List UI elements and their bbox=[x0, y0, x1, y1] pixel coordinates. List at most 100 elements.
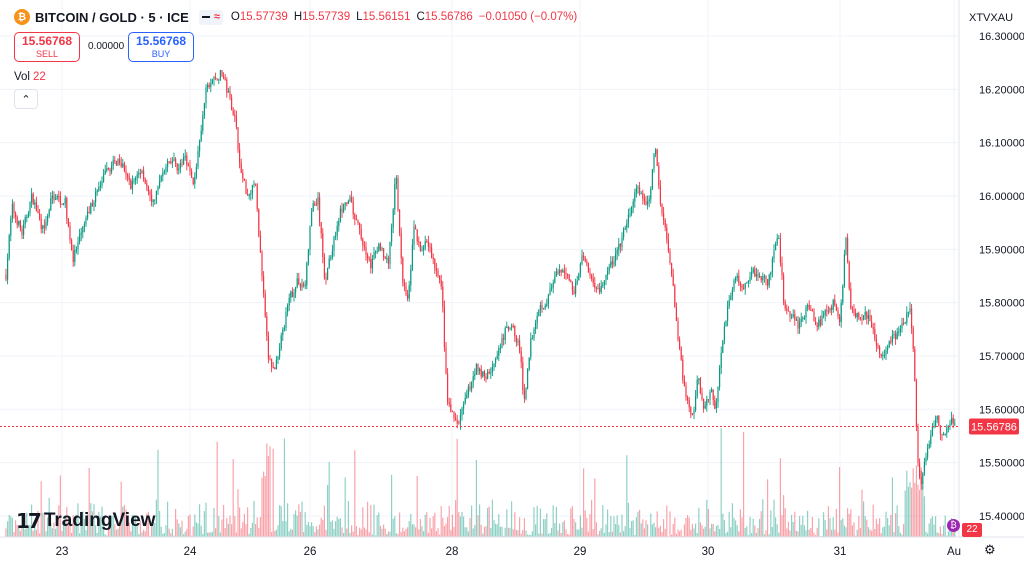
candle-body bbox=[733, 280, 735, 290]
candle-body bbox=[704, 405, 706, 409]
volume-bar bbox=[189, 514, 191, 537]
volume-bar bbox=[578, 529, 580, 537]
buy-button[interactable]: 15.56768 BUY bbox=[128, 32, 194, 62]
candle-body bbox=[181, 163, 183, 165]
volume-bar bbox=[418, 529, 420, 537]
candle-body bbox=[935, 419, 937, 427]
candle-body bbox=[938, 415, 940, 426]
candle-body bbox=[139, 172, 141, 174]
volume-bar bbox=[55, 528, 57, 537]
indicator-toggle[interactable]: ≈ bbox=[198, 9, 223, 25]
volume-bar bbox=[890, 514, 892, 537]
volume-bar bbox=[837, 532, 839, 537]
candle-body bbox=[639, 187, 641, 194]
volume-bar bbox=[299, 511, 301, 537]
symbol-title[interactable]: BITCOIN / GOLD · 5 · ICE bbox=[35, 9, 189, 25]
volume-bar bbox=[675, 533, 677, 537]
volume-bar bbox=[64, 515, 66, 537]
candle-body bbox=[779, 238, 781, 263]
volume-bar bbox=[384, 528, 386, 537]
volume-bar bbox=[397, 533, 399, 537]
candle-body bbox=[775, 244, 777, 251]
volume-bar bbox=[23, 523, 25, 537]
volume-bar bbox=[325, 529, 327, 537]
sell-button[interactable]: 15.56768 SELL bbox=[14, 32, 80, 62]
collapse-legend-button[interactable]: ⌃ bbox=[14, 89, 38, 109]
volume-bar bbox=[368, 532, 370, 537]
candle-body bbox=[763, 276, 765, 278]
candle-body bbox=[611, 261, 613, 265]
candle-body bbox=[391, 227, 393, 243]
candle-body bbox=[749, 276, 751, 282]
volume-bar bbox=[568, 534, 570, 537]
volume-bar bbox=[498, 514, 500, 537]
volume-bar bbox=[549, 532, 551, 537]
candle-body bbox=[757, 274, 759, 277]
chart-header: ₿ BITCOIN / GOLD · 5 · ICE ≈ O15.57739 H… bbox=[14, 8, 577, 26]
candle-body bbox=[663, 212, 665, 221]
candle-body bbox=[491, 366, 493, 373]
volume-bar bbox=[344, 477, 346, 537]
volume-bar bbox=[674, 517, 676, 537]
candle-body bbox=[123, 163, 125, 171]
candle-body bbox=[848, 261, 850, 289]
candle-body bbox=[589, 272, 591, 276]
volume-bar bbox=[466, 527, 468, 537]
candle-body bbox=[211, 79, 213, 84]
volume-bar bbox=[629, 527, 631, 537]
candle-body bbox=[205, 87, 207, 103]
volume-bar bbox=[187, 515, 189, 537]
candle-body bbox=[203, 102, 205, 116]
volume-bar bbox=[381, 528, 383, 537]
candle-body bbox=[672, 274, 674, 286]
volume-bar bbox=[703, 528, 705, 537]
volume-bar bbox=[293, 514, 295, 537]
volume-bar bbox=[767, 479, 769, 537]
candle-body bbox=[296, 278, 298, 288]
candle-body bbox=[122, 163, 124, 167]
candle-body bbox=[160, 176, 162, 181]
volume-bar bbox=[365, 529, 367, 537]
tradingview-logo: 17 TradingView bbox=[16, 509, 155, 533]
candle-body bbox=[443, 306, 445, 348]
volume-bar bbox=[218, 516, 220, 537]
volume-bar bbox=[507, 527, 509, 537]
bitcoin-logo-icon: ₿ bbox=[14, 9, 30, 25]
candle-body bbox=[263, 276, 265, 294]
candle-body bbox=[109, 168, 111, 172]
volume-bar bbox=[917, 484, 919, 537]
candle-body bbox=[677, 320, 679, 340]
volume-bar bbox=[306, 524, 308, 537]
currency-icon[interactable]: ₿ bbox=[947, 519, 960, 532]
candle-body bbox=[328, 258, 330, 268]
candle-body bbox=[866, 311, 868, 319]
candle-body bbox=[874, 328, 876, 340]
volume-bar bbox=[762, 499, 764, 537]
volume-bar bbox=[864, 516, 866, 537]
volume-bar bbox=[339, 518, 341, 537]
price-axis[interactable]: 16.30000 16.20000 16.10000 16.00000 15.90000… bbox=[958, 0, 1024, 537]
candle-body bbox=[693, 410, 695, 415]
candle-body bbox=[751, 272, 753, 277]
candle-body bbox=[728, 300, 730, 307]
candle-body bbox=[187, 165, 189, 167]
time-axis[interactable]: 23 24 26 28 29 30 31 Au bbox=[0, 536, 1024, 558]
volume-bar bbox=[778, 532, 780, 537]
candle-body bbox=[79, 235, 81, 243]
volume-bar bbox=[901, 534, 903, 537]
candle-body bbox=[661, 203, 663, 213]
candle-body bbox=[691, 414, 693, 416]
tradingview-mark-icon: 17 bbox=[16, 509, 42, 533]
candle-body bbox=[842, 285, 844, 303]
candle-body bbox=[768, 274, 770, 286]
settings-gear-icon[interactable]: ⚙ bbox=[984, 542, 996, 557]
volume-bar bbox=[931, 516, 933, 537]
candle-body bbox=[522, 362, 524, 391]
candle-body bbox=[547, 295, 549, 304]
candle-body bbox=[43, 225, 45, 228]
volume-bar bbox=[619, 532, 621, 537]
candle-body bbox=[600, 285, 602, 293]
volume-bar bbox=[512, 529, 514, 537]
candle-body bbox=[872, 326, 874, 329]
